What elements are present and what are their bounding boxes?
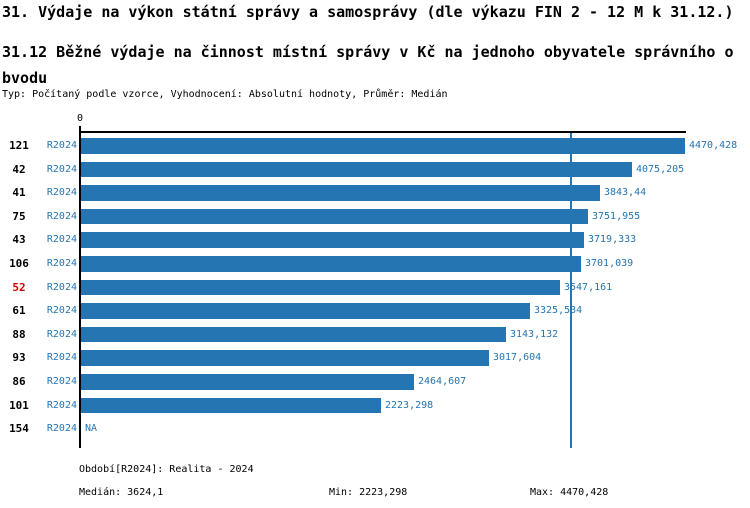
value-bar [81,256,581,272]
row-rank-label: 43 [12,233,26,247]
bar-value-label: 4470,428 [689,140,738,151]
bar-value-label: 3701,039 [585,258,634,269]
max-stat: Max: 4470,428 [530,487,609,498]
row-period-label: R2024 [46,305,77,317]
value-bar [81,397,381,414]
row-rank-label: 52 [12,280,26,294]
row-rank-label: 41 [12,186,26,200]
value-bar [81,350,489,366]
row-rank-label: 106 [9,257,29,270]
row-rank-label: 42 [12,162,26,176]
median-stat: Medián: 3624,1 [79,487,164,498]
row-period-label: R2024 [46,281,77,293]
value-bar [81,303,530,319]
row-period-label: R2024 [46,163,77,175]
min-stat: Min: 2223,298 [329,487,408,498]
report-subtitle: 31.12 Běžné výdaje na činnost místní spr… [2,43,734,87]
median-marker-line [569,131,572,448]
bar-value-label: 3751,955 [592,210,641,222]
value-bar [81,374,414,390]
row-period-label: R2024 [46,234,77,246]
row-period-label: R2024 [46,328,77,340]
chart-row: 43 R2024 3719,333 [0,232,750,248]
chart-row: 93 R2024 3017,604 [0,350,750,366]
bar-value-label: NA [85,423,98,435]
value-bar [81,185,600,201]
chart-row: 41 R2024 3843,44 [0,185,750,201]
chart-row: 61 R2024 3325,534 [0,303,750,319]
value-bar [81,161,632,178]
row-rank-label: 61 [12,304,26,318]
value-bar [81,138,685,154]
row-rank-label: 121 [9,139,29,152]
bar-value-label: 2223,298 [385,399,434,411]
chart-row: 101 R2024 2223,298 [0,397,750,414]
period-info: Období[R2024]: Realita - 2024 [79,464,254,475]
bar-value-label: 3719,333 [588,234,637,246]
y-axis-line [79,126,81,448]
row-period-label: R2024 [46,399,77,411]
row-rank-label: 86 [12,375,26,388]
row-rank-label: 154 [9,422,29,436]
bar-value-label: 4075,205 [636,163,685,175]
row-period-label: R2024 [46,187,77,199]
row-rank-label: 75 [12,209,26,223]
row-rank-label: 88 [12,327,26,341]
bar-value-label: 3843,44 [604,187,647,199]
value-bar [81,326,506,343]
value-bar [81,232,584,248]
row-rank-label: 93 [12,351,26,365]
row-period-label: R2024 [46,140,77,151]
x-axis-zero-tick-label: 0 [76,113,84,124]
bar-value-label: 3017,604 [493,352,542,364]
report-meta-line: Typ: Počítaný podle vzorce, Vyhodnocení:… [2,89,448,100]
x-axis-line [79,131,686,133]
chart-row: 88 R2024 3143,132 [0,326,750,343]
chart-row: 121 R2024 4470,428 [0,138,750,154]
bar-value-label: 2464,607 [418,376,467,387]
chart-row: 42 R2024 4075,205 [0,161,750,178]
bar-value-label: 3325,534 [534,305,583,317]
row-period-label: R2024 [46,210,77,222]
row-period-label: R2024 [46,423,77,435]
row-rank-label: 101 [9,398,29,412]
row-period-label: R2024 [46,376,77,387]
value-bar [81,279,560,296]
value-bar [81,208,588,225]
chart-row: 86 R2024 2464,607 [0,374,750,390]
row-period-label: R2024 [46,352,77,364]
chart-row: 75 R2024 3751,955 [0,208,750,225]
row-period-label: R2024 [46,258,77,269]
chart-row: 106 R2024 3701,039 [0,256,750,272]
chart-row: 52 R2024 3547,161 [0,279,750,296]
bar-value-label: 3143,132 [510,328,559,340]
chart-row: 154 R2024 NA [0,421,750,437]
bar-value-label: 3547,161 [564,281,613,293]
report-title: 31. Výdaje na výkon státní správy a samo… [2,3,734,21]
